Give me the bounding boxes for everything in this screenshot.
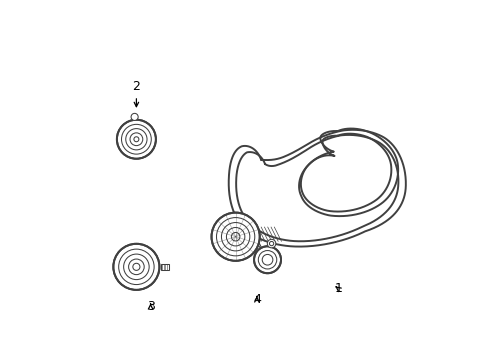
Circle shape	[113, 244, 159, 290]
Circle shape	[254, 246, 281, 273]
Circle shape	[117, 120, 156, 159]
Text: 4: 4	[252, 293, 260, 306]
Text: 1: 1	[334, 282, 342, 295]
Circle shape	[211, 213, 259, 261]
Polygon shape	[249, 225, 278, 266]
Circle shape	[131, 113, 138, 121]
FancyBboxPatch shape	[161, 264, 169, 270]
Circle shape	[269, 242, 273, 246]
Circle shape	[267, 239, 275, 248]
Text: 2: 2	[132, 80, 140, 107]
Text: 3: 3	[146, 300, 154, 313]
